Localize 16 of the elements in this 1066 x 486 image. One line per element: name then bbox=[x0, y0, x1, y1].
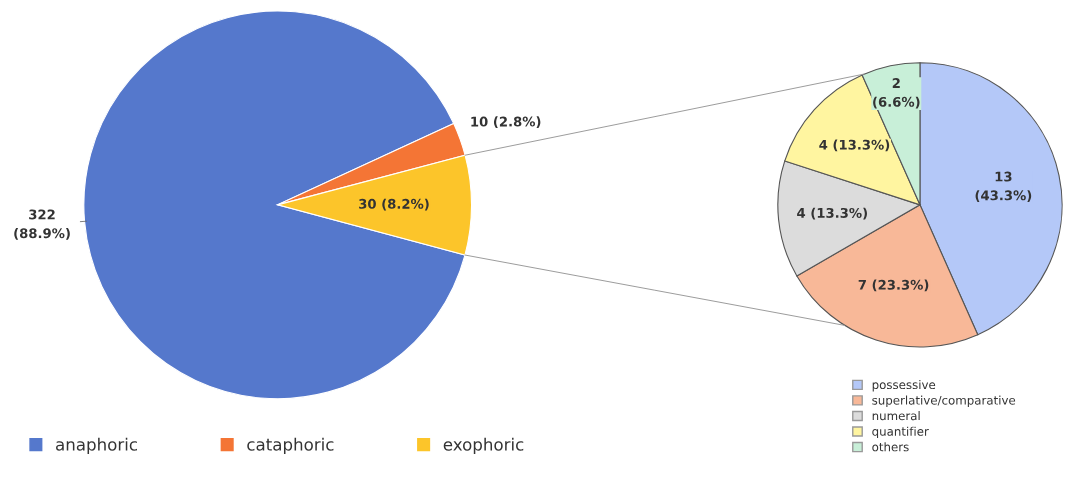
legend-label: cataphoric bbox=[247, 437, 334, 454]
data-label: 4 (13.3%) bbox=[819, 139, 890, 152]
legend-label: others bbox=[872, 442, 909, 452]
data-label: 13 (43.3%) bbox=[975, 171, 1032, 202]
data-label: 2 (6.6%) bbox=[873, 78, 920, 109]
legend-label: numeral bbox=[872, 411, 920, 421]
legend-label: superlative/comparative bbox=[872, 395, 1016, 407]
data-label: 30 (8.2%) bbox=[359, 198, 429, 211]
data-label: 322 (88.9%) bbox=[14, 209, 70, 240]
data-label: 4 (13.3%) bbox=[797, 207, 867, 220]
data-label: 7 (23.3%) bbox=[858, 279, 929, 292]
legend-label: exophoric bbox=[443, 437, 524, 454]
data-label: 10 (2.8%) bbox=[471, 116, 541, 129]
legend-label: quantifier bbox=[872, 426, 929, 439]
legend-label: anaphoric bbox=[56, 437, 137, 454]
legend-label: possessive bbox=[872, 379, 936, 392]
